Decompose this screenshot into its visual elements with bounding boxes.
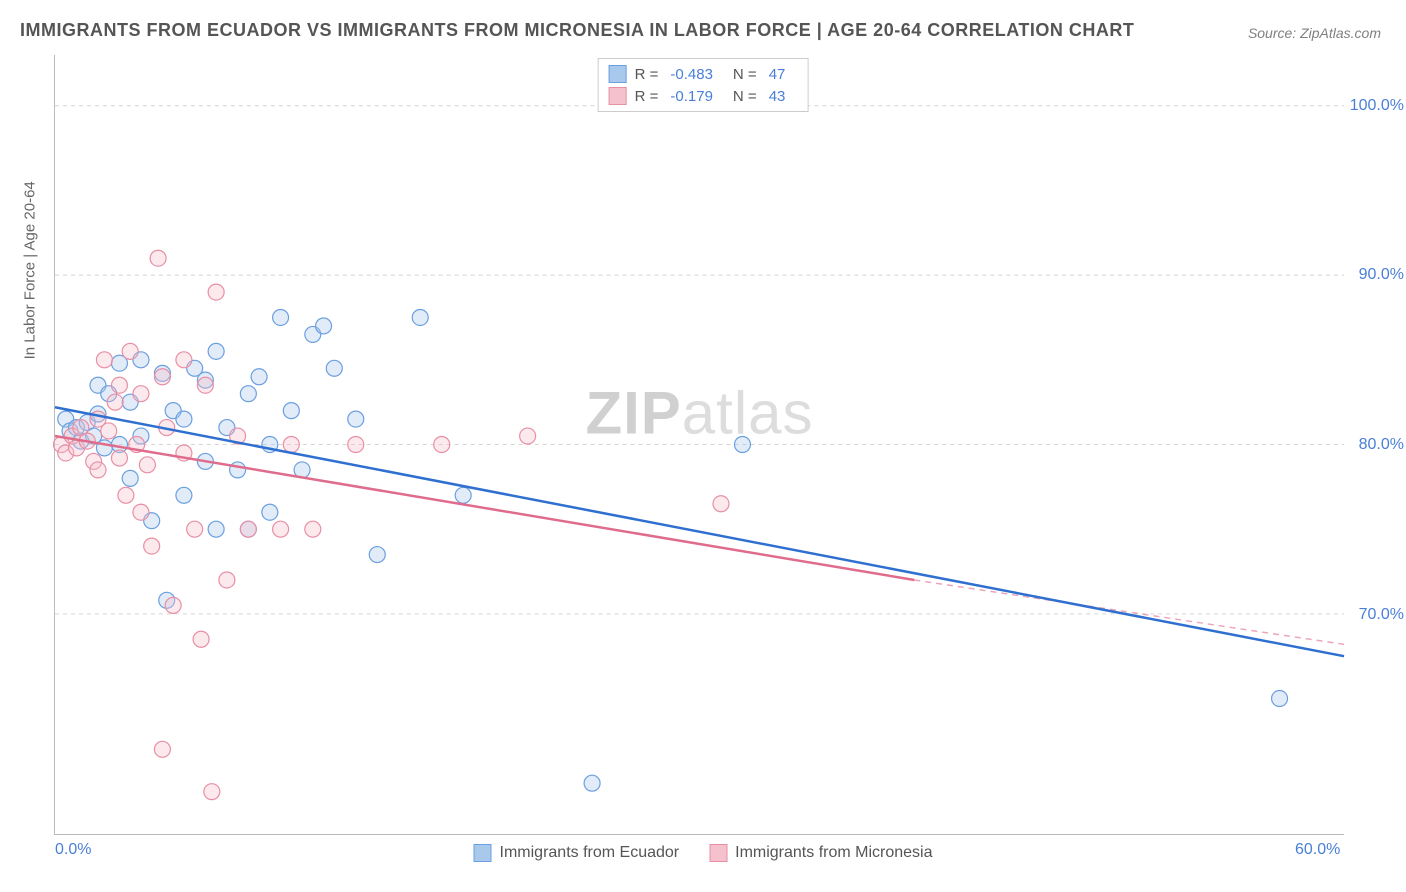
- legend-stat-row: R =-0.483N =47: [609, 63, 798, 85]
- chart-container: IMMIGRANTS FROM ECUADOR VS IMMIGRANTS FR…: [0, 0, 1406, 892]
- data-point: [176, 487, 192, 503]
- series-legend: Immigrants from Ecuador Immigrants from M…: [474, 844, 933, 862]
- legend-series-item: Immigrants from Micronesia: [709, 844, 932, 862]
- data-point: [144, 538, 160, 554]
- data-point: [176, 411, 192, 427]
- plot-svg: [55, 55, 1344, 834]
- data-point: [326, 360, 342, 376]
- y-axis-title: In Labor Force | Age 20-64: [22, 181, 39, 359]
- y-tick-label: 70.0%: [1359, 606, 1404, 624]
- data-point: [122, 343, 138, 359]
- data-point: [118, 487, 134, 503]
- legend-swatch: [474, 844, 492, 862]
- data-point: [111, 450, 127, 466]
- data-point: [240, 521, 256, 537]
- data-point: [240, 386, 256, 402]
- data-point: [273, 521, 289, 537]
- x-tick-label: 60.0%: [1295, 841, 1340, 859]
- trend-extrapolation: [914, 580, 1344, 644]
- data-point: [348, 411, 364, 427]
- source-attribution: Source: ZipAtlas.com: [1248, 25, 1381, 41]
- data-point: [713, 496, 729, 512]
- data-point: [111, 377, 127, 393]
- data-point: [90, 462, 106, 478]
- data-point: [219, 572, 235, 588]
- correlation-legend: R =-0.483N =47R =-0.179N =43: [598, 58, 809, 112]
- plot-area: ZIPatlas 70.0%80.0%90.0%100.0% 0.0%60.0%: [54, 55, 1344, 835]
- y-tick-label: 80.0%: [1359, 436, 1404, 454]
- data-point: [139, 457, 155, 473]
- data-point: [176, 352, 192, 368]
- data-point: [107, 394, 123, 410]
- data-point: [283, 403, 299, 419]
- data-point: [283, 437, 299, 453]
- data-point: [208, 284, 224, 300]
- r-value: -0.179: [670, 88, 713, 105]
- data-point: [734, 437, 750, 453]
- data-point: [412, 309, 428, 325]
- data-point: [251, 369, 267, 385]
- data-point: [455, 487, 471, 503]
- y-tick-label: 100.0%: [1350, 97, 1404, 115]
- legend-series-label: Immigrants from Ecuador: [500, 844, 680, 862]
- data-point: [204, 784, 220, 800]
- data-point: [369, 547, 385, 563]
- data-point: [165, 597, 181, 613]
- data-point: [305, 521, 321, 537]
- n-value: 43: [769, 88, 786, 105]
- data-point: [584, 775, 600, 791]
- data-point: [154, 741, 170, 757]
- data-point: [197, 377, 213, 393]
- data-point: [434, 437, 450, 453]
- legend-swatch: [709, 844, 727, 862]
- data-point: [208, 521, 224, 537]
- data-point: [520, 428, 536, 444]
- data-point: [101, 423, 117, 439]
- y-tick-label: 90.0%: [1359, 266, 1404, 284]
- x-tick-label: 0.0%: [55, 841, 91, 859]
- trend-line: [55, 436, 914, 580]
- data-point: [273, 309, 289, 325]
- data-point: [96, 352, 112, 368]
- data-point: [150, 250, 166, 266]
- legend-series-item: Immigrants from Ecuador: [474, 844, 680, 862]
- data-point: [230, 462, 246, 478]
- chart-title: IMMIGRANTS FROM ECUADOR VS IMMIGRANTS FR…: [20, 20, 1134, 41]
- legend-series-label: Immigrants from Micronesia: [735, 844, 932, 862]
- legend-swatch: [609, 65, 627, 83]
- legend-swatch: [609, 87, 627, 105]
- data-point: [1272, 691, 1288, 707]
- data-point: [122, 470, 138, 486]
- data-point: [208, 343, 224, 359]
- data-point: [348, 437, 364, 453]
- data-point: [193, 631, 209, 647]
- data-point: [133, 386, 149, 402]
- data-point: [154, 369, 170, 385]
- data-point: [262, 504, 278, 520]
- r-value: -0.483: [670, 66, 713, 83]
- n-value: 47: [769, 66, 786, 83]
- data-point: [316, 318, 332, 334]
- data-point: [133, 504, 149, 520]
- legend-stat-row: R =-0.179N =43: [609, 85, 798, 107]
- data-point: [187, 521, 203, 537]
